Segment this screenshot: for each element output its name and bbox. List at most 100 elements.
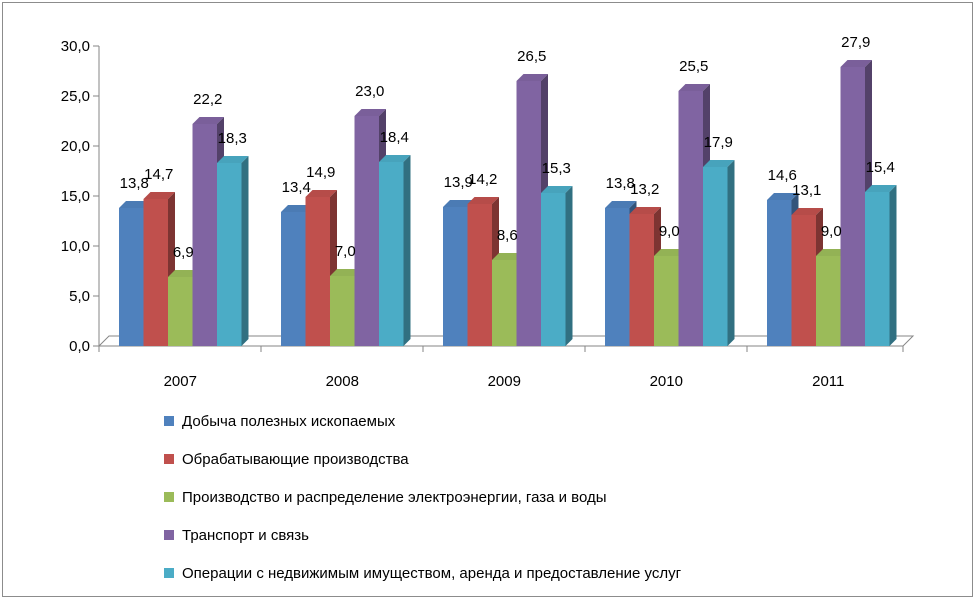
legend-swatch (164, 530, 174, 540)
data-label: 15,4 (866, 159, 895, 176)
bar-front (678, 91, 703, 346)
bar-top (605, 201, 637, 208)
bar-side (241, 156, 249, 346)
bar-top (703, 160, 735, 167)
bar (541, 186, 573, 346)
bar (703, 160, 735, 346)
bar-top (492, 253, 524, 260)
data-label: 23,0 (355, 83, 384, 100)
data-label: 9,0 (659, 223, 680, 240)
bar-top (192, 117, 224, 124)
bar (654, 249, 686, 346)
bar-front (192, 124, 217, 346)
data-label: 26,5 (517, 48, 546, 65)
bar-front (443, 207, 468, 346)
bar-front (281, 212, 306, 346)
bar-top (678, 84, 710, 91)
bar-front (703, 167, 728, 346)
bar-top (516, 74, 548, 81)
data-label: 14,2 (468, 171, 497, 188)
x-tick-label: 2009 (488, 373, 521, 390)
chart-data-labels: 13,814,76,922,218,313,414,97,023,018,413… (120, 34, 895, 261)
bar-top (281, 205, 313, 212)
bar-top (541, 186, 573, 193)
bar-front (379, 162, 404, 346)
bar-top (865, 185, 897, 192)
bar-side (403, 155, 411, 346)
x-tick-label: 2010 (650, 373, 683, 390)
bar-top (791, 208, 823, 215)
bar-front (168, 277, 193, 346)
bar (865, 185, 897, 346)
bar-front (816, 256, 841, 346)
y-tick-label: 0,0 (69, 338, 90, 355)
chart-bars (119, 60, 897, 346)
bar-front (492, 260, 517, 346)
data-label: 15,3 (542, 160, 571, 177)
bar-front (629, 214, 654, 346)
data-label: 8,6 (497, 227, 518, 244)
bar-front (516, 81, 541, 346)
data-label: 13,1 (792, 182, 821, 199)
data-label: 18,3 (218, 130, 247, 147)
y-tick-label: 15,0 (61, 188, 90, 205)
bar-top (379, 155, 411, 162)
bar-top (305, 190, 337, 197)
legend-swatch (164, 454, 174, 464)
y-tick-label: 30,0 (61, 38, 90, 55)
bar-front (865, 192, 890, 346)
data-label: 18,4 (380, 129, 409, 146)
bar-top (168, 270, 200, 277)
data-label: 13,8 (606, 175, 635, 192)
data-label: 13,2 (630, 181, 659, 198)
bar-top (119, 201, 151, 208)
y-tick-label: 5,0 (69, 288, 90, 305)
bar-front (605, 208, 630, 346)
data-label: 13,4 (282, 179, 311, 196)
bar (305, 190, 337, 346)
bar (379, 155, 411, 346)
data-label: 14,9 (306, 164, 335, 181)
y-tick-label: 20,0 (61, 138, 90, 155)
legend-entry: Транспорт и связь (182, 527, 309, 544)
bar-front (541, 193, 566, 346)
legend-swatch (164, 492, 174, 502)
data-label: 13,8 (120, 175, 149, 192)
data-label: 14,7 (144, 166, 173, 183)
legend-entry: Обрабатывающие производства (182, 451, 409, 468)
x-tick-label: 2011 (812, 373, 844, 390)
data-label: 14,6 (768, 167, 797, 184)
bar-front (119, 208, 144, 346)
bar-front (467, 204, 492, 346)
legend-swatch (164, 568, 174, 578)
bar (791, 208, 823, 346)
bar-top (767, 193, 799, 200)
bar-chart: 0,0 5,0 10,0 15,0 20,0 25,0 30,0 2007 2008 2009 20… (61, 34, 915, 582)
bar-top (354, 109, 386, 116)
data-label: 25,5 (679, 58, 708, 75)
bar-front (305, 197, 330, 346)
legend-swatch (164, 416, 174, 426)
legend-entry: Операции с недвижимым имуществом, аренда… (182, 565, 682, 582)
bar-side (727, 160, 735, 346)
bar (143, 192, 175, 346)
bar-top (443, 200, 475, 207)
bar-top (467, 197, 499, 204)
bar-top (840, 60, 872, 67)
data-label: 9,0 (821, 223, 842, 240)
bar (217, 156, 249, 346)
y-tick-label: 10,0 (61, 238, 90, 255)
x-tick-label: 2007 (164, 373, 197, 390)
x-tick-label: 2008 (326, 373, 359, 390)
bar-top (654, 249, 686, 256)
chart-legend: Добыча полезных ископаемых Обрабатывающие… (164, 413, 682, 582)
bar-front (354, 116, 379, 346)
bar-top (217, 156, 249, 163)
bar-front (840, 67, 865, 346)
y-tick-label: 25,0 (61, 88, 90, 105)
bar-front (143, 199, 168, 346)
data-label: 7,0 (335, 243, 356, 260)
data-label: 17,9 (704, 134, 733, 151)
data-label: 6,9 (173, 244, 194, 261)
